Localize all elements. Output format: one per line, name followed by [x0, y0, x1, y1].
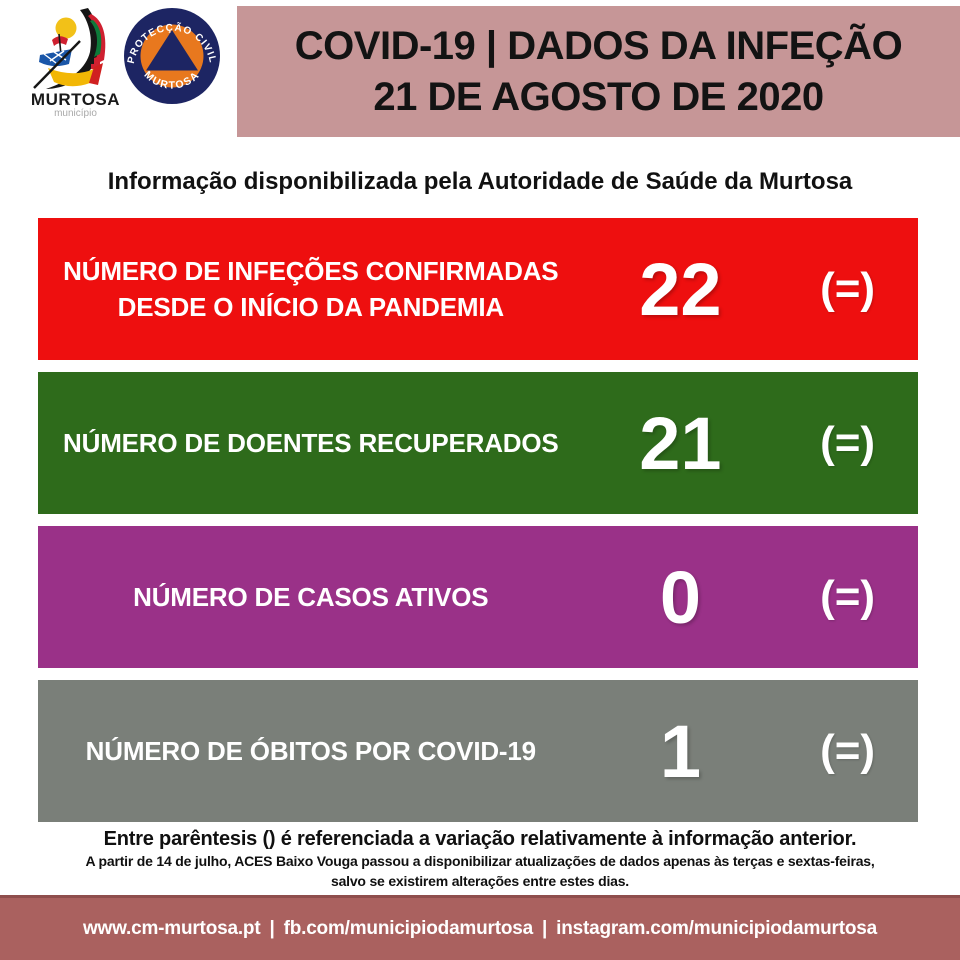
murtosa-subname: município [54, 108, 97, 119]
footer-bar: www.cm-murtosa.pt | fb.com/municipiodamu… [0, 895, 960, 960]
logo-strip: MURTOSA município PROTECÇÃO CIVIL MURTOS… [28, 6, 228, 136]
stat-value: 22 [639, 247, 722, 331]
stat-banner-recovered-patients: NÚMERO DE DOENTES RECUPERADOS 21 (=) [38, 372, 918, 514]
stat-label: NÚMERO DE INFEÇÕES CONFIRMADAS DESDE O I… [38, 253, 584, 326]
footnote-detail-line1: A partir de 14 de julho, ACES Baixo Voug… [85, 853, 875, 869]
stat-label-line1: NÚMERO DE INFEÇÕES CONFIRMADAS [63, 255, 559, 286]
stat-banner-confirmed-infections: NÚMERO DE INFEÇÕES CONFIRMADAS DESDE O I… [38, 218, 918, 360]
murtosa-wordmark: MURTOSA município [28, 91, 123, 119]
murtosa-municipality-logo: MURTOSA município [28, 8, 123, 126]
stat-label-line1: NÚMERO DE DOENTES RECUPERADOS [63, 427, 559, 458]
facebook-link[interactable]: fb.com/municipiodamurtosa [283, 918, 534, 939]
stat-value: 0 [659, 555, 701, 639]
instagram-link[interactable]: instagram.com/municipiodamurtosa [556, 918, 878, 939]
footnote-detail-line2: salvo se existirem alterações entre este… [330, 873, 629, 890]
footnote: Entre parêntesis () é referenciada a var… [0, 828, 960, 892]
stat-variation: (=) [820, 572, 876, 621]
page-title-line2: 21 DE AGOSTO DE 2020 [373, 74, 824, 119]
stat-label: NÚMERO DE DOENTES RECUPERADOS [38, 425, 584, 461]
moliceiro-boat-icon [33, 8, 106, 89]
stat-label: NÚMERO DE ÓBITOS POR COVID-19 [38, 733, 584, 769]
stat-label-line2: DESDE O INÍCIO DA PANDEMIA [117, 292, 504, 322]
stat-label-line1: NÚMERO DE CASOS ATIVOS [133, 581, 489, 612]
footnote-main: Entre parêntesis () é referenciada a var… [103, 828, 857, 850]
footer-separator: | [269, 918, 275, 939]
subtitle: Informação disponibilizada pela Autorida… [107, 168, 853, 195]
civil-protection-badge-icon: PROTECÇÃO CIVIL MURTOSA [124, 8, 220, 104]
civil-protection-logo: PROTECÇÃO CIVIL MURTOSA [122, 6, 222, 106]
stat-value: 21 [639, 401, 722, 485]
footer-separator: | [542, 918, 548, 939]
stat-label: NÚMERO DE CASOS ATIVOS [38, 579, 584, 615]
stat-banners: NÚMERO DE INFEÇÕES CONFIRMADAS DESDE O I… [38, 218, 918, 834]
page-title-line1: COVID-19 | DADOS DA INFEÇÃO [294, 23, 903, 68]
stat-label-line1: NÚMERO DE ÓBITOS POR COVID-19 [85, 735, 536, 766]
stat-variation: (=) [820, 418, 876, 467]
stat-value: 1 [659, 709, 701, 793]
stat-variation: (=) [820, 264, 876, 313]
stat-variation: (=) [820, 726, 876, 775]
stat-banner-covid-deaths: NÚMERO DE ÓBITOS POR COVID-19 1 (=) [38, 680, 918, 822]
website-link[interactable]: www.cm-murtosa.pt [82, 918, 261, 939]
murtosa-name: MURTOSA [30, 90, 121, 109]
stat-banner-active-cases: NÚMERO DE CASOS ATIVOS 0 (=) [38, 526, 918, 668]
header-banner: COVID-19 | DADOS DA INFEÇÃO 21 DE AGOSTO… [237, 6, 960, 137]
